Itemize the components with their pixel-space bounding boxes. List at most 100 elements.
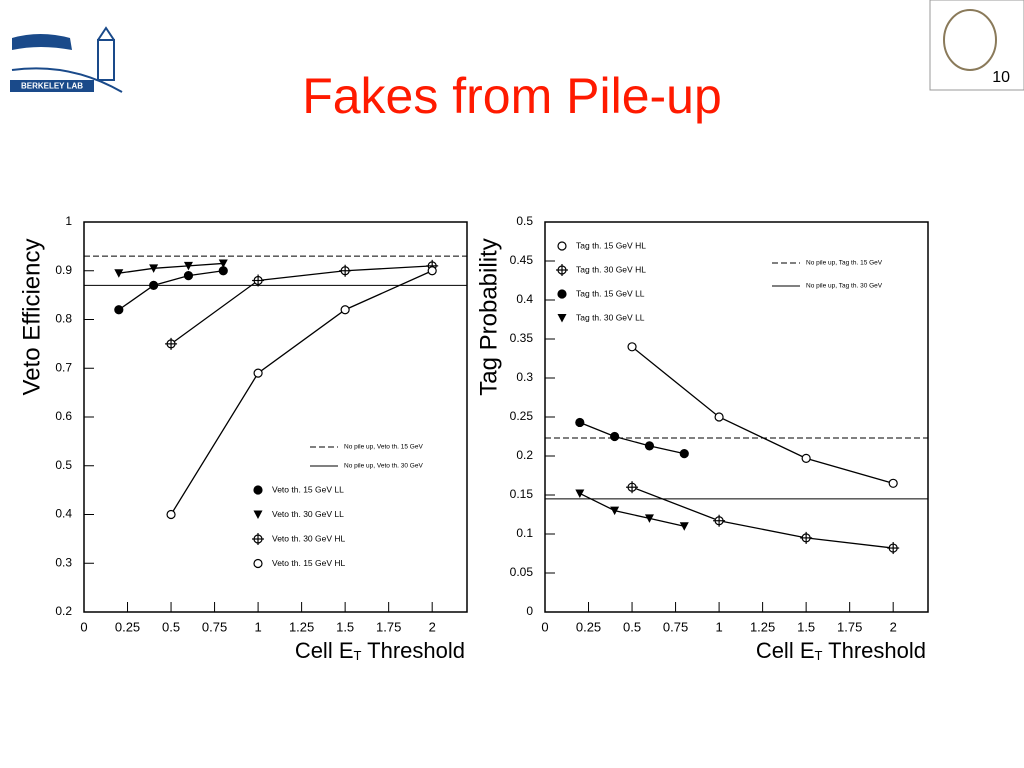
- corner-logo-box: [929, 0, 1024, 91]
- legend-label: No pile up, Veto th. 15 GeV: [344, 444, 423, 451]
- marker: [252, 533, 264, 545]
- y-tick-label: 0.1: [516, 526, 533, 540]
- marker-circle: [801, 453, 811, 463]
- legend-label: Tag th. 30 GeV HL: [576, 264, 646, 274]
- logo-text: BERKELEY LAB: [21, 82, 83, 91]
- x-axis-title-part: Cell E: [295, 638, 354, 663]
- marker: [626, 481, 639, 494]
- marker: [183, 271, 194, 281]
- marker-circle: [218, 266, 228, 276]
- marker: [253, 368, 263, 378]
- marker: [627, 342, 637, 352]
- legend-label: No pile up, Tag th. 15 GeV: [806, 260, 883, 267]
- marker: [252, 274, 265, 287]
- y-tick-label: 0.2: [516, 448, 533, 462]
- x-tick-label: 2: [429, 619, 436, 634]
- x-axis-title: Cell ET Threshold: [295, 638, 465, 664]
- marker: [253, 558, 263, 569]
- series-line: [170, 265, 433, 345]
- marker-circle: [166, 509, 176, 520]
- marker-circle: [679, 449, 689, 459]
- marker-circle: [253, 368, 263, 378]
- marker: [575, 489, 585, 498]
- series-line: [579, 421, 685, 455]
- x-tick-label: 0.75: [202, 619, 227, 634]
- marker-circle: [149, 280, 159, 290]
- x-axis-title-part: Cell E: [756, 638, 815, 663]
- x-tick-label: 0: [541, 619, 548, 634]
- marker: [165, 337, 178, 350]
- y-tick-label: 0.35: [510, 331, 534, 345]
- y-tick-label: 0.2: [55, 604, 72, 618]
- marker: [556, 264, 568, 276]
- x-tick-label: 0.25: [115, 619, 140, 634]
- marker: [801, 453, 811, 463]
- marker: [114, 269, 124, 278]
- marker: [253, 510, 263, 519]
- slide-title: Fakes from Pile-up: [302, 68, 722, 124]
- marker: [713, 514, 726, 527]
- marker: [166, 509, 176, 520]
- y-tick-label: 0.3: [55, 555, 72, 569]
- marker: [427, 266, 437, 276]
- y-tick-label: 0.8: [55, 312, 72, 326]
- marker: [340, 305, 350, 315]
- marker-circle: [557, 289, 567, 299]
- series-line: [579, 492, 685, 527]
- corner-logo: [943, 9, 997, 71]
- marker-circle: [627, 342, 637, 352]
- legend-label: No pile up, Tag th. 30 GeV: [806, 283, 883, 290]
- x-tick-label: 0.25: [576, 619, 601, 634]
- marker: [114, 305, 124, 315]
- y-tick-label: 0.5: [516, 214, 533, 228]
- marker: [149, 264, 159, 273]
- x-tick-label: 1: [715, 619, 722, 634]
- marker: [610, 431, 620, 442]
- series-line: [118, 262, 224, 274]
- legend-label: Tag th. 30 GeV LL: [576, 312, 645, 322]
- marker: [149, 280, 159, 290]
- legend-label: Tag th. 15 GeV HL: [576, 240, 646, 250]
- marker: [183, 261, 193, 271]
- marker-circle: [610, 431, 620, 442]
- marker: [253, 485, 263, 495]
- legend-label: Veto th. 30 GeV HL: [272, 533, 346, 543]
- marker: [218, 266, 228, 276]
- y-tick-label: 0.7: [55, 360, 72, 374]
- series-line: [631, 346, 894, 484]
- y-axis-title: Tag Probability: [475, 238, 502, 395]
- marker-circle: [714, 412, 724, 422]
- marker-circle: [888, 478, 898, 488]
- marker-circle: [253, 558, 263, 569]
- x-tick-label: 1.25: [750, 619, 775, 634]
- y-tick-label: 0: [526, 604, 533, 618]
- x-axis-title-subscript: T: [815, 648, 823, 663]
- y-tick-label: 0.9: [55, 263, 72, 277]
- y-tick-label: 0.25: [510, 409, 534, 423]
- marker-circle: [114, 305, 124, 315]
- marker: [679, 449, 689, 459]
- x-axis-title-part: Threshold: [822, 638, 926, 663]
- legend-label: Veto th. 15 GeV HL: [272, 558, 346, 568]
- x-tick-label: 0: [80, 619, 87, 634]
- marker-circle: [183, 271, 194, 281]
- x-tick-label: 1.75: [376, 619, 401, 634]
- y-tick-label: 0.05: [510, 565, 534, 579]
- marker: [644, 441, 655, 451]
- marker: [339, 264, 352, 277]
- x-tick-label: 1.25: [289, 619, 314, 634]
- x-axis-title: Cell ET Threshold: [756, 638, 926, 664]
- x-axis-title-subscript: T: [354, 648, 362, 663]
- y-tick-label: 1: [65, 214, 72, 228]
- marker: [610, 506, 620, 516]
- marker: [575, 417, 585, 428]
- marker-circle: [427, 266, 437, 276]
- series-line: [170, 270, 433, 515]
- marker: [557, 314, 567, 323]
- marker-circle: [644, 441, 655, 451]
- marker: [887, 542, 900, 555]
- marker-circle: [340, 305, 350, 315]
- x-tick-label: 2: [890, 619, 897, 634]
- y-tick-label: 0.3: [516, 370, 533, 384]
